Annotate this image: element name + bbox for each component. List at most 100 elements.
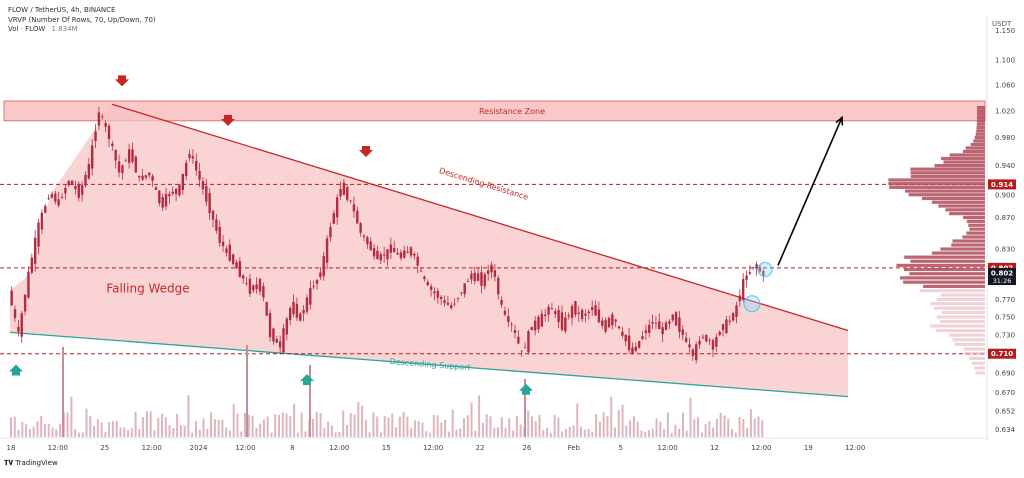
y-tick-label: 0.770 (995, 296, 1015, 304)
volume-profile-bar (940, 156, 985, 161)
volume-profile-bar (966, 219, 985, 223)
volume-bar (587, 428, 590, 437)
horizontal-level-label: 0.710 (991, 350, 1013, 358)
volume-bar (191, 432, 194, 437)
volume-bar (659, 421, 662, 437)
candle-body (67, 181, 70, 186)
volume-bar (444, 419, 447, 437)
candle-body (436, 290, 440, 298)
y-tick-label: 0.670 (995, 389, 1015, 397)
volume-profile-bar (945, 208, 985, 212)
volume-profile-bar (936, 315, 985, 319)
candle-body (470, 273, 473, 280)
volume-bar (376, 416, 379, 437)
candle-body (20, 313, 23, 337)
candle-body (399, 252, 403, 259)
volume-bar (247, 414, 250, 437)
volume-bar (387, 417, 390, 437)
candle-body (577, 312, 580, 315)
volume-bar (742, 418, 745, 437)
y-tick-label: 1.100 (995, 57, 1015, 65)
volume-bar (753, 418, 756, 437)
volume-bar (13, 416, 16, 437)
volume-bar (327, 421, 330, 437)
volume-bar (127, 429, 130, 437)
candle-body (658, 321, 661, 330)
volume-profile-bar (921, 196, 985, 201)
candle-body (409, 247, 413, 256)
volume-bar (164, 417, 167, 437)
candle-body (50, 194, 54, 198)
volume-bar (568, 426, 571, 437)
candle-body (560, 312, 564, 330)
volume-profile-bar (940, 293, 985, 297)
volume-bar (410, 428, 413, 437)
candle-body (218, 226, 221, 243)
volume-bar (564, 429, 567, 437)
volume-bar (157, 418, 160, 437)
candle-body (238, 261, 242, 278)
volume-bar (561, 431, 564, 437)
volume-bar (262, 419, 265, 437)
y-tick-label: 0.980 (995, 134, 1015, 142)
volume-bar (598, 421, 601, 437)
volume-bar (632, 416, 635, 437)
top-marker-down-arrow-icon (115, 75, 129, 87)
volume-profile-bar (968, 223, 985, 227)
x-tick-label: 8 (290, 444, 294, 452)
volume-profile-bar (936, 328, 985, 333)
candle-body (121, 165, 124, 174)
candle-body (181, 173, 185, 190)
vrvp-indicator-label[interactable]: VRVP (Number Of Rows, 70, Up/Down, 70) (8, 15, 156, 24)
candle-body (416, 256, 419, 266)
volume-bar (89, 416, 92, 437)
volume-bar (353, 414, 356, 437)
candle-body (429, 286, 433, 291)
candle-body (302, 309, 305, 314)
volume-bar (689, 397, 692, 437)
volume-bar (727, 418, 730, 437)
x-tick-label: 5 (618, 444, 622, 452)
candle-body (500, 299, 503, 305)
candle-body (74, 186, 77, 190)
candle-body (446, 302, 450, 305)
volume-profile-bar (930, 302, 985, 306)
volume-bar (142, 417, 145, 437)
candle-body (349, 200, 352, 202)
candle-body (80, 184, 84, 195)
volume-indicator-label[interactable]: Vol · FLOW 1.834M (8, 25, 156, 35)
candle-body (738, 295, 742, 302)
candle-body (403, 250, 406, 258)
volume-bar (361, 405, 364, 437)
volume-bar (40, 415, 43, 437)
symbol-title[interactable]: FLOW / TetherUS, 4h, BINANCE (8, 6, 116, 14)
volume-bar (172, 428, 175, 437)
volume-bar (153, 430, 156, 437)
volume-bar (198, 429, 201, 437)
candle-body (497, 277, 500, 295)
volume-bar (293, 403, 296, 437)
volume-bar (538, 414, 541, 437)
candle-body (228, 244, 231, 261)
volume-bar (761, 420, 764, 437)
volume-bar (738, 416, 741, 437)
volume-profile-bar (910, 174, 985, 178)
volume-bar (640, 430, 643, 437)
candle-body (460, 292, 463, 294)
x-tick-label: 12:00 (48, 444, 68, 452)
x-tick-label: 12:00 (142, 444, 162, 452)
falling-wedge-label: Falling Wedge (106, 281, 189, 295)
volume-bar (402, 411, 405, 437)
candle-body (30, 257, 34, 273)
candle-body (758, 267, 762, 272)
y-tick-label: 0.940 (995, 162, 1015, 170)
volume-bar (255, 427, 258, 437)
resistance-zone-label: Resistance Zone (479, 107, 545, 116)
candle-body (473, 272, 476, 282)
x-tick-label: 12:00 (658, 444, 678, 452)
candle-body (433, 291, 436, 294)
candle-body (158, 190, 161, 204)
candle-body (37, 222, 40, 247)
volume-bar (655, 418, 658, 437)
candle-body (332, 213, 336, 224)
